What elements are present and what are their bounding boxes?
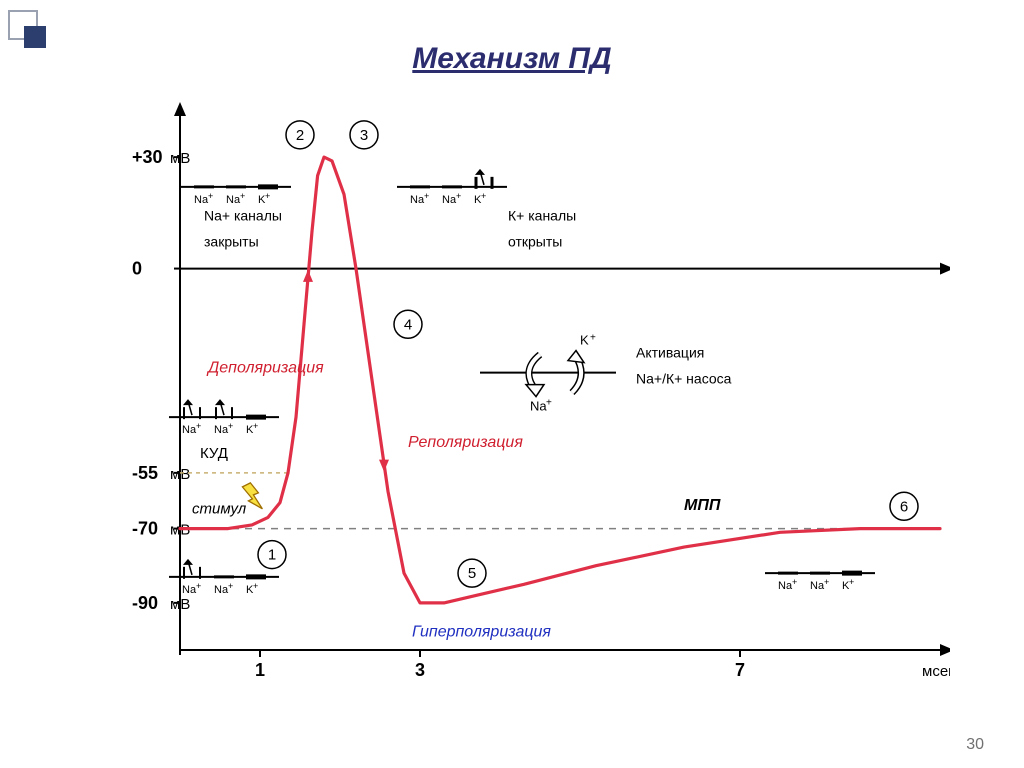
svg-text:+: + — [196, 421, 201, 431]
svg-text:Na+ каналы: Na+ каналы — [204, 207, 282, 223]
svg-text:закрыты: закрыты — [204, 233, 259, 249]
svg-text:МПП: МПП — [684, 497, 721, 514]
svg-text:-70: -70 — [132, 519, 158, 539]
svg-text:0: 0 — [132, 259, 142, 279]
svg-text:7: 7 — [735, 660, 745, 680]
svg-text:мВ: мВ — [170, 466, 190, 483]
svg-text:2: 2 — [296, 127, 304, 144]
svg-text:Na: Na — [226, 194, 241, 206]
svg-text:+: + — [228, 581, 233, 591]
svg-text:Na: Na — [194, 194, 209, 206]
svg-text:К+ каналы: К+ каналы — [508, 207, 576, 223]
svg-text:+: + — [253, 581, 258, 591]
svg-text:+: + — [481, 191, 486, 201]
svg-text:Na: Na — [530, 399, 547, 414]
svg-text:Na: Na — [214, 424, 229, 436]
svg-text:Na+/К+ насоса: Na+/К+ насоса — [636, 371, 732, 387]
svg-text:+: + — [546, 398, 552, 409]
svg-text:Na: Na — [810, 580, 825, 592]
svg-text:3: 3 — [415, 660, 425, 680]
svg-text:Na: Na — [442, 194, 457, 206]
svg-text:+: + — [253, 421, 258, 431]
svg-text:Na: Na — [410, 194, 425, 206]
svg-text:1: 1 — [255, 660, 265, 680]
svg-text:-90: -90 — [132, 593, 158, 613]
svg-text:+: + — [424, 191, 429, 201]
svg-text:+: + — [240, 191, 245, 201]
svg-text:+: + — [196, 581, 201, 591]
svg-text:+: + — [228, 421, 233, 431]
svg-text:Na: Na — [182, 424, 197, 436]
svg-text:Реполяризация: Реполяризация — [408, 434, 523, 451]
svg-text:открыты: открыты — [508, 233, 562, 249]
svg-text:+: + — [456, 191, 461, 201]
svg-text:6: 6 — [900, 498, 908, 515]
svg-text:K: K — [580, 333, 589, 348]
svg-text:Na: Na — [214, 584, 229, 596]
svg-text:мВ: мВ — [170, 596, 190, 613]
svg-text:-55: -55 — [132, 463, 158, 483]
svg-text:+: + — [792, 577, 797, 587]
svg-text:4: 4 — [404, 316, 412, 333]
svg-text:стимул: стимул — [192, 501, 247, 518]
svg-text:Активация: Активация — [636, 345, 704, 361]
svg-text:+: + — [824, 577, 829, 587]
page-number: 30 — [966, 736, 984, 754]
svg-text:Na: Na — [182, 584, 197, 596]
svg-text:+: + — [265, 191, 270, 201]
svg-text:5: 5 — [468, 565, 476, 582]
svg-text:мсек: мсек — [922, 663, 950, 680]
svg-text:мВ: мВ — [170, 150, 190, 167]
svg-text:1: 1 — [268, 547, 276, 564]
svg-text:+: + — [849, 577, 854, 587]
slide-title: Механизм ПД — [0, 42, 1024, 76]
svg-text:+: + — [208, 191, 213, 201]
svg-text:3: 3 — [360, 127, 368, 144]
svg-text:Деполяризация: Деполяризация — [206, 360, 324, 377]
svg-text:КУД: КУД — [200, 445, 228, 462]
action-potential-chart: +30мВ0-55мВ-70мВ-90мВ137мсек123456Деполя… — [70, 100, 950, 690]
svg-text:Na: Na — [778, 580, 793, 592]
svg-text:+30: +30 — [132, 147, 163, 167]
svg-text:Гиперполяризация: Гиперполяризация — [412, 623, 551, 640]
svg-text:+: + — [590, 333, 596, 344]
